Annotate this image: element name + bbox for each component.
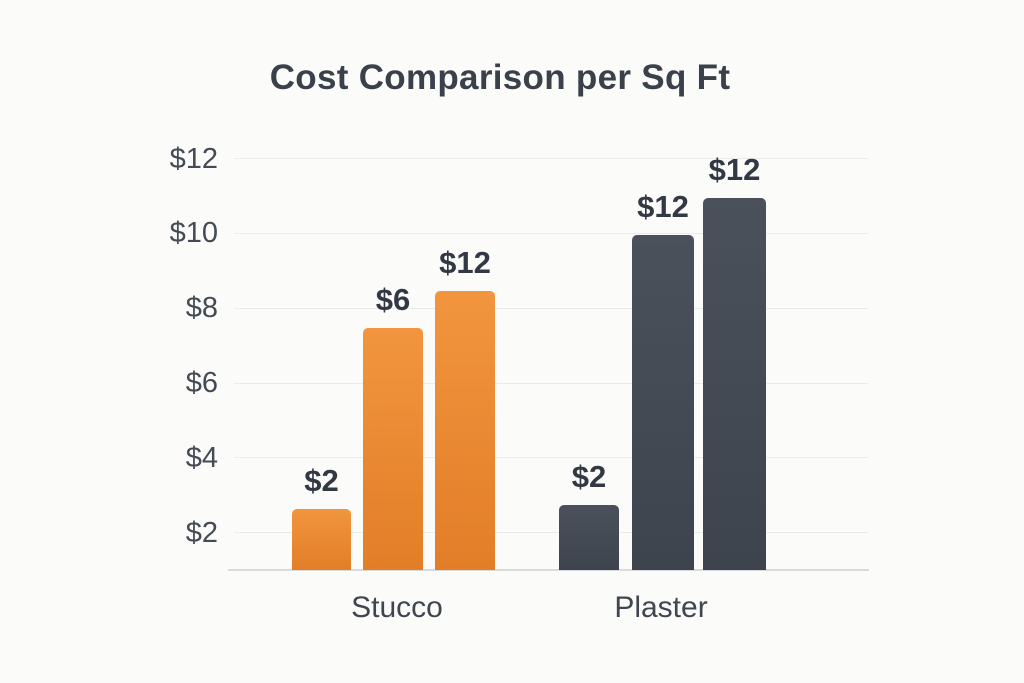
bar-value-label: $12 [637, 188, 689, 224]
chart-title: Cost Comparison per Sq Ft [269, 58, 731, 97]
y-tick-label: $10 [169, 217, 218, 250]
gridline [234, 382, 868, 384]
bar-value-label: $6 [375, 282, 411, 318]
y-tick-label: $6 [185, 367, 218, 399]
bar-value-label: $2 [571, 458, 607, 494]
bar-plaster-3 [703, 197, 766, 570]
bar-stucco-2 [363, 328, 423, 570]
y-tick-label: $12 [169, 142, 218, 175]
y-tick-label: $2 [185, 516, 218, 549]
bar-stucco-1 [292, 509, 351, 570]
bar-value-label: $12 [708, 151, 761, 187]
gridline [234, 158, 868, 160]
gridline [234, 232, 868, 234]
category-label-stucco: Stucco [351, 591, 443, 624]
y-tick-label: $8 [185, 292, 218, 325]
bar-plaster-2 [632, 234, 694, 570]
bar-value-label: $2 [304, 463, 339, 499]
bar-value-label: $12 [439, 244, 491, 280]
gridline [234, 307, 868, 309]
bar-stucco-3 [435, 290, 495, 570]
y-tick-label: $4 [185, 441, 218, 474]
bar-plaster-1 [559, 504, 619, 570]
category-label-plaster: Plaster [614, 591, 708, 624]
gridline [234, 532, 868, 534]
gridline [234, 457, 868, 459]
x-axis-line [228, 569, 869, 571]
